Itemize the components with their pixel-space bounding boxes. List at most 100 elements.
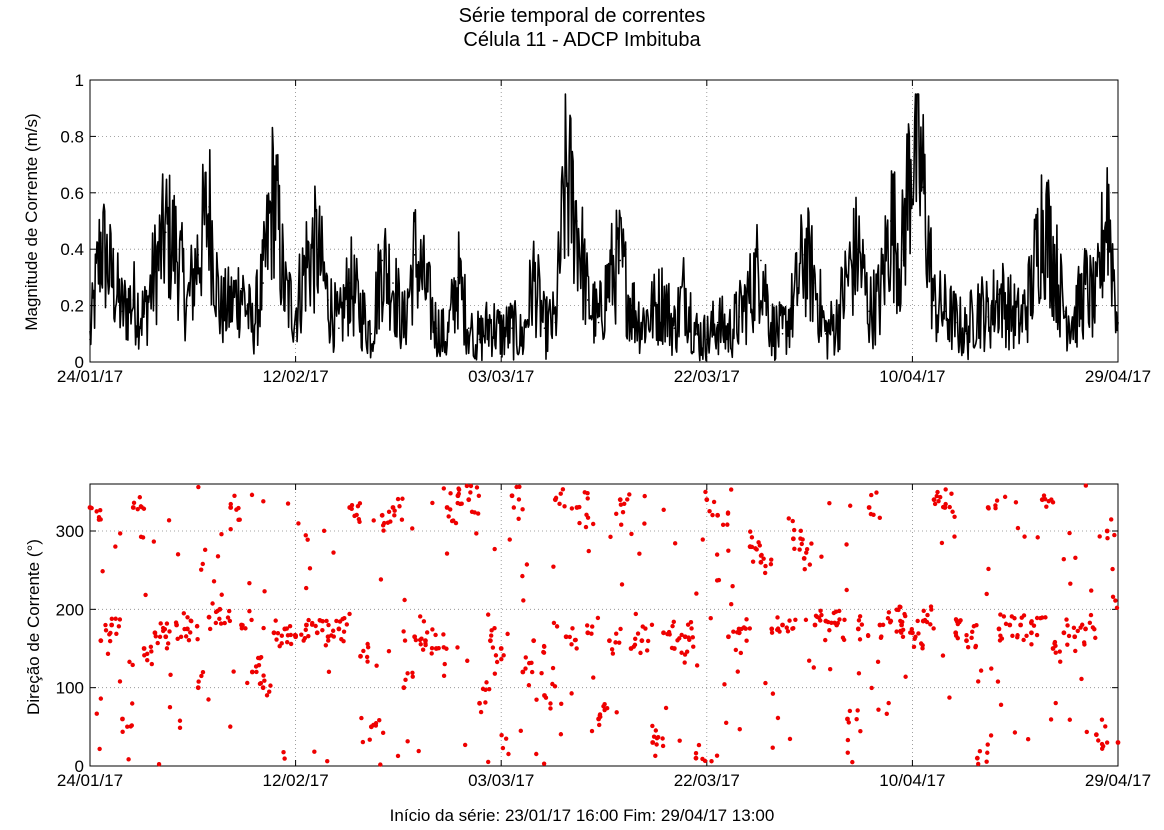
direction-sample-point bbox=[541, 649, 546, 655]
magnitude-data-point bbox=[738, 316, 741, 318]
direction-sample-point bbox=[474, 531, 479, 536]
direction-sample-point bbox=[618, 626, 623, 632]
direction-sample-point bbox=[105, 651, 111, 657]
direction-sample-point bbox=[254, 669, 259, 675]
direction-sample-point bbox=[1013, 500, 1019, 505]
direction-sample-point bbox=[340, 616, 345, 622]
direction-sample-point bbox=[442, 661, 447, 667]
direction-sample-point bbox=[429, 646, 435, 651]
direction-sample-point bbox=[984, 591, 989, 597]
direction-sample-point bbox=[378, 762, 383, 767]
direction-sample-point bbox=[562, 504, 567, 509]
direction-sample-point bbox=[189, 618, 194, 624]
direction-sample-point bbox=[1015, 525, 1021, 531]
direction-sample-point bbox=[199, 673, 204, 679]
direction-sample-point bbox=[418, 642, 423, 647]
direction-sample-point bbox=[816, 615, 822, 620]
direction-sample-point bbox=[885, 616, 891, 621]
magnitude-data-point bbox=[825, 333, 827, 335]
direction-sample-point bbox=[228, 501, 233, 507]
magnitude-data-point bbox=[976, 304, 979, 307]
direction-sample-point bbox=[735, 669, 740, 674]
direction-sample-point bbox=[585, 515, 591, 520]
direction-sample-point bbox=[1065, 623, 1070, 628]
direction-sample-point bbox=[1104, 740, 1110, 745]
direction-sample-point bbox=[188, 630, 193, 635]
direction-data-point bbox=[1104, 528, 1110, 534]
direction-sample-point bbox=[947, 695, 952, 700]
direction-sample-point bbox=[534, 697, 539, 702]
direction-sample-point bbox=[523, 655, 528, 660]
direction-sample-point bbox=[722, 682, 727, 687]
direction-sample-point bbox=[1075, 628, 1080, 634]
direction-sample-point bbox=[227, 618, 233, 624]
direction-sample-point bbox=[799, 541, 804, 547]
direction-sample-point bbox=[710, 512, 715, 518]
direction-sample-point bbox=[1052, 641, 1057, 646]
direction-sample-point bbox=[769, 630, 775, 635]
direction-data-point bbox=[996, 626, 1002, 632]
magnitude-data-point bbox=[543, 327, 546, 329]
direction-sample-point bbox=[726, 548, 731, 553]
direction-sample-point bbox=[160, 628, 166, 634]
direction-data-point bbox=[260, 685, 266, 691]
magnitude-data-point bbox=[954, 321, 957, 324]
direction-sample-point bbox=[97, 746, 102, 752]
direction-sample-point bbox=[541, 761, 547, 766]
direction-data-point bbox=[1029, 630, 1034, 636]
direction-sample-point bbox=[130, 701, 135, 706]
magnitude-data-point bbox=[1084, 287, 1087, 290]
direction-sample-point bbox=[226, 608, 232, 614]
direction-sample-point bbox=[670, 623, 675, 629]
direction-data-point bbox=[866, 505, 872, 510]
direction-sample-point bbox=[557, 501, 562, 507]
direction-sample-point bbox=[897, 604, 902, 609]
magnitude-data-point bbox=[522, 338, 524, 341]
direction-sample-point bbox=[1088, 612, 1094, 618]
direction-sample-point bbox=[448, 491, 453, 496]
direction-sample-point bbox=[541, 643, 547, 649]
direction-sample-point bbox=[446, 514, 451, 519]
direction-sample-point bbox=[492, 671, 498, 676]
direction-sample-point bbox=[511, 505, 517, 510]
magnitude-data-point bbox=[1019, 321, 1022, 324]
direction-sample-point bbox=[1081, 640, 1087, 645]
direction-sample-point bbox=[1073, 555, 1078, 560]
direction-sample-point bbox=[921, 608, 926, 614]
magnitude-data-point bbox=[716, 321, 719, 324]
direction-sample-point bbox=[127, 659, 132, 665]
direction-sample-point bbox=[792, 527, 797, 533]
direction-sample-point bbox=[943, 487, 948, 492]
direction-sample-point bbox=[1078, 625, 1083, 630]
direction-sample-point bbox=[952, 534, 957, 539]
direction-sample-point bbox=[725, 522, 730, 527]
direction-data-point bbox=[855, 626, 861, 632]
direction-sample-point bbox=[148, 644, 154, 650]
direction-sample-point bbox=[228, 724, 233, 729]
direction-sample-point bbox=[577, 520, 582, 526]
direction-sample-point bbox=[401, 629, 406, 634]
direction-sample-point bbox=[998, 612, 1003, 617]
direction-sample-point bbox=[677, 738, 682, 743]
direction-sample-point bbox=[595, 615, 601, 621]
direction-sample-point bbox=[642, 493, 647, 499]
direction-sample-point bbox=[183, 634, 189, 639]
direction-sample-point bbox=[645, 638, 651, 644]
direction-sample-point bbox=[998, 702, 1004, 708]
direction-sample-point bbox=[1044, 504, 1049, 509]
direction-sample-point bbox=[354, 512, 359, 518]
direction-sample-point bbox=[365, 641, 370, 647]
direction-sample-point bbox=[178, 634, 184, 640]
direction-data-point bbox=[379, 512, 385, 518]
direction-sample-point bbox=[107, 638, 113, 644]
direction-sample-point bbox=[877, 515, 883, 520]
direction-sample-point bbox=[222, 620, 227, 626]
direction-sample-point bbox=[570, 626, 575, 631]
direction-data-point bbox=[271, 630, 277, 636]
direction-sample-point bbox=[986, 506, 991, 511]
direction-data-point bbox=[509, 493, 515, 499]
direction-sample-point bbox=[748, 529, 753, 534]
direction-sample-point bbox=[113, 616, 118, 621]
direction-data-point bbox=[487, 638, 493, 644]
direction-data-point bbox=[109, 622, 115, 628]
